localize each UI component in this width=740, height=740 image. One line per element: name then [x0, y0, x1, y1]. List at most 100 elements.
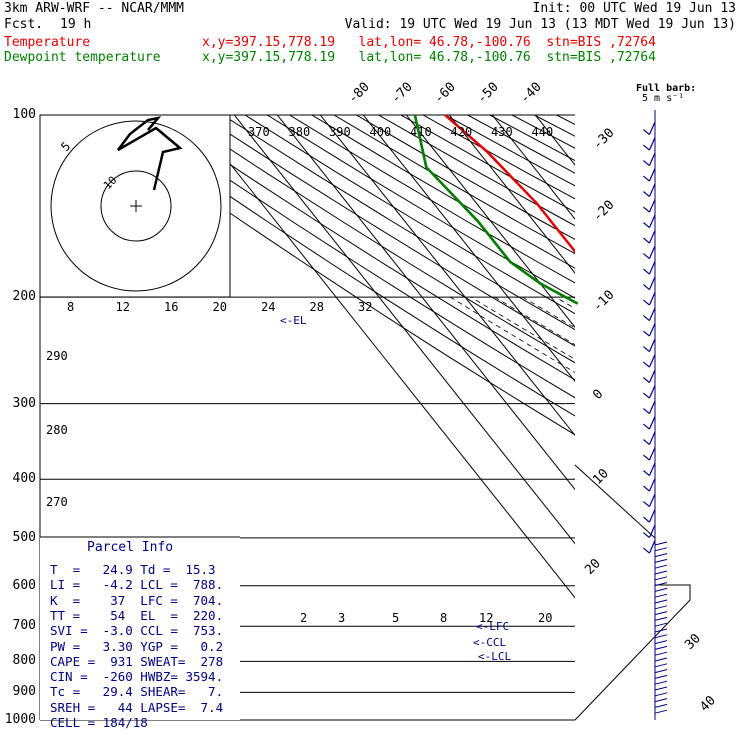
pressure-tick-label: 100	[12, 107, 36, 122]
theta-label: 270	[46, 495, 68, 509]
wind-barb-low	[654, 674, 668, 679]
theta-e-label: 440	[532, 125, 554, 139]
isotherm-line	[621, 115, 740, 720]
dewpoint-profile	[413, 115, 575, 304]
wind-key-value: 5 m s⁻¹	[642, 93, 685, 104]
wind-barb-flag	[643, 191, 650, 198]
wind-barb-low	[654, 640, 668, 645]
pressure-tick-label: 400	[12, 471, 36, 487]
isotherm-line	[664, 115, 740, 720]
theta-e-label: 410	[410, 125, 432, 139]
hodograph-ring	[100, 170, 172, 242]
isotherm-line	[707, 115, 740, 720]
wind-barb-low	[654, 645, 668, 650]
wind-barb	[648, 540, 656, 554]
wind-barb-low	[654, 628, 668, 633]
theta-e-label: 390	[329, 125, 351, 139]
temperature-location: x,y=397.15,778.19 lat,lon= 46.78,-100.76…	[202, 35, 656, 50]
parcel-info-row: PW = 3.30 YGP = 0.2	[50, 638, 224, 654]
annotation-ccl: <-CCL	[473, 636, 506, 649]
mixing-ratio-label: 3	[338, 611, 345, 625]
wind-barb-low	[654, 587, 668, 592]
wind-barb	[648, 168, 656, 182]
wind-barb-flag	[643, 547, 650, 554]
dry-adiabat-line	[155, 115, 575, 381]
mixing-ratio-label: 8	[440, 611, 447, 625]
isotherm-line	[405, 115, 575, 329]
temperature-tick-label: -10	[590, 288, 617, 315]
annotation-lfc: <-LFC	[476, 620, 509, 633]
wind-barb-flag	[643, 175, 650, 182]
wind-barb-flag	[643, 392, 650, 399]
parcel-info-title: Parcel Info	[87, 540, 174, 555]
wind-barb	[648, 416, 656, 430]
wind-barb-low	[654, 599, 668, 604]
temperature-tick-label: -80	[346, 80, 373, 107]
temperature-tick-label: 0	[590, 387, 606, 403]
isotherm-line	[319, 115, 575, 437]
wind-barb-low	[654, 622, 668, 627]
wind-barb	[648, 230, 656, 244]
parcel-info-row: CIN = -260 HWBZ= 3594.	[50, 669, 224, 685]
wind-barb	[648, 509, 656, 523]
dewpoint-location: x,y=397.15,778.19 lat,lon= 46.78,-100.76…	[202, 50, 656, 65]
wind-barb-low	[654, 564, 668, 569]
wind-barb	[648, 354, 656, 368]
wind-barb	[648, 385, 656, 399]
theta-label: 280	[46, 423, 68, 437]
dry-adiabat-line	[400, 115, 575, 213]
parcel-info-row: K = 37 LFC = 704.	[50, 592, 224, 608]
hodograph-speed-label: 28	[310, 300, 324, 314]
hodograph-speed-label: 32	[358, 300, 372, 314]
wind-barb-flag	[643, 206, 650, 213]
wind-barb	[648, 183, 656, 197]
wind-barb-flag	[643, 470, 650, 477]
parcel-info-row: SREH = 44 LAPSE= 7.4	[50, 699, 224, 715]
wind-barb-flag	[643, 160, 650, 167]
wind-barb-flag	[643, 253, 650, 260]
wind-barb-flag	[643, 284, 650, 291]
wind-barb-low	[654, 686, 668, 691]
dewpoint-profile-upper	[413, 114, 579, 305]
wind-barb-flag	[643, 485, 650, 492]
wind-barb-flag	[643, 423, 650, 430]
wind-barb-low	[654, 616, 668, 621]
barb-panel-edge	[574, 464, 691, 721]
parcel-info-row: CAPE = 931 SWEAT= 278	[50, 653, 224, 669]
dry-adiabat-line	[133, 115, 575, 399]
wind-barb	[648, 292, 656, 306]
wind-barb-flag	[643, 299, 650, 306]
hodograph-speed-label: 24	[261, 300, 275, 314]
wind-barb-low	[654, 657, 668, 662]
wind-barb-low	[654, 669, 668, 674]
wind-barb-low	[654, 634, 668, 639]
wind-barb-flag	[643, 377, 650, 384]
wind-barb	[648, 447, 656, 461]
theta-e-label: 380	[289, 125, 311, 139]
pressure-tick-label: 200	[12, 289, 36, 305]
wind-barb-low	[654, 651, 668, 656]
temperature-tick-label: -70	[389, 80, 416, 107]
wind-barb-low	[654, 553, 668, 558]
wind-barb	[648, 152, 656, 166]
parcel-info-row: SVI = -3.0 CCL = 753.	[50, 623, 224, 639]
wind-barb-low	[654, 558, 668, 563]
wind-barb-low	[654, 663, 668, 668]
hodograph-speed-label: 12	[116, 300, 130, 314]
temperature-tick-label: -60	[432, 80, 459, 107]
wind-barb	[648, 245, 656, 259]
theta-e-label: 400	[370, 125, 392, 139]
dry-adiabat-line	[200, 115, 575, 347]
isotherm-line	[448, 115, 575, 274]
wind-barb	[648, 493, 656, 507]
wind-barb-flag	[643, 454, 650, 461]
moist-adiabat-line	[595, 297, 740, 720]
dry-adiabat-line	[333, 115, 575, 255]
theta-e-label: 430	[491, 125, 513, 139]
pressure-tick-label: 1000	[4, 712, 36, 727]
parcel-info-row: LI = -4.2 LCL = 788.	[50, 577, 224, 593]
wind-barb	[648, 462, 656, 476]
wind-barb-low	[654, 709, 668, 714]
parcel-info-box	[40, 537, 240, 720]
